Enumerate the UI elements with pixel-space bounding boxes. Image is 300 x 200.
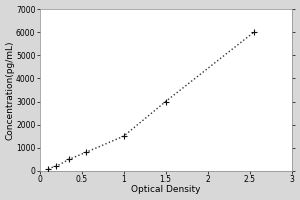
X-axis label: Optical Density: Optical Density — [131, 185, 200, 194]
Y-axis label: Concentration(pg/mL): Concentration(pg/mL) — [6, 40, 15, 140]
